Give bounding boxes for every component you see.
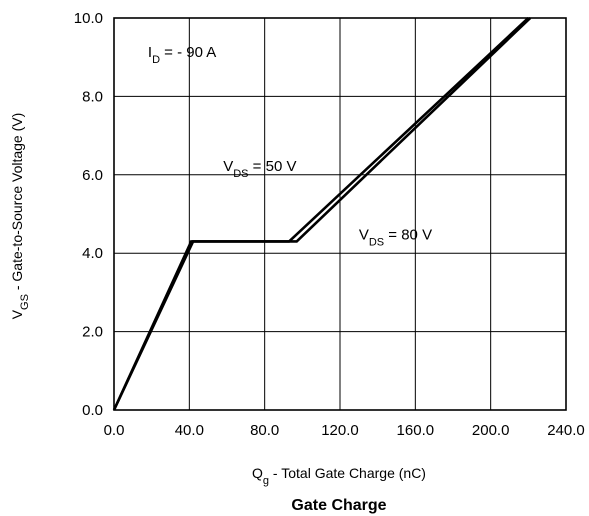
chart-title: Gate Charge (291, 497, 386, 514)
plot-area (113, 17, 567, 411)
x-tick-label: 160.0 (397, 422, 435, 439)
annotation-vds-50v: VDS = 50 V (223, 158, 296, 180)
y-tick-label: 8.0 (82, 88, 103, 105)
series-lines (112, 17, 532, 411)
grid (113, 17, 567, 411)
y-tick-label: 0.0 (82, 402, 103, 419)
y-tick-label: 10.0 (74, 10, 103, 27)
series-line-vds-80v (112, 17, 532, 411)
annotation-id: ID = - 90 A (148, 44, 216, 66)
series-line-vds-50v (112, 17, 530, 411)
x-tick-label: 80.0 (250, 422, 279, 439)
x-tick-label: 240.0 (547, 422, 585, 439)
y-tick-label: 6.0 (82, 167, 103, 184)
y-axis-label: VGS - Gate-to-Source Voltage (V) (9, 113, 31, 320)
x-tick-label: 200.0 (472, 422, 510, 439)
y-tick-label: 4.0 (82, 245, 103, 262)
x-tick-label: 40.0 (175, 422, 204, 439)
y-tick-label: 2.0 (82, 324, 103, 341)
x-axis-label: Qg - Total Gate Charge (nC) (252, 465, 426, 487)
x-tick-label: 120.0 (321, 422, 359, 439)
annotations: ID = - 90 A VDS = 50 V VDS = 80 V (148, 44, 432, 248)
x-tick-labels: 0.0 40.0 80.0 120.0 160.0 200.0 240.0 (104, 422, 585, 439)
x-tick-label: 0.0 (104, 422, 125, 439)
annotation-vds-80v: VDS = 80 V (359, 226, 432, 248)
y-tick-labels: 0.0 2.0 4.0 6.0 8.0 10.0 (74, 10, 103, 419)
